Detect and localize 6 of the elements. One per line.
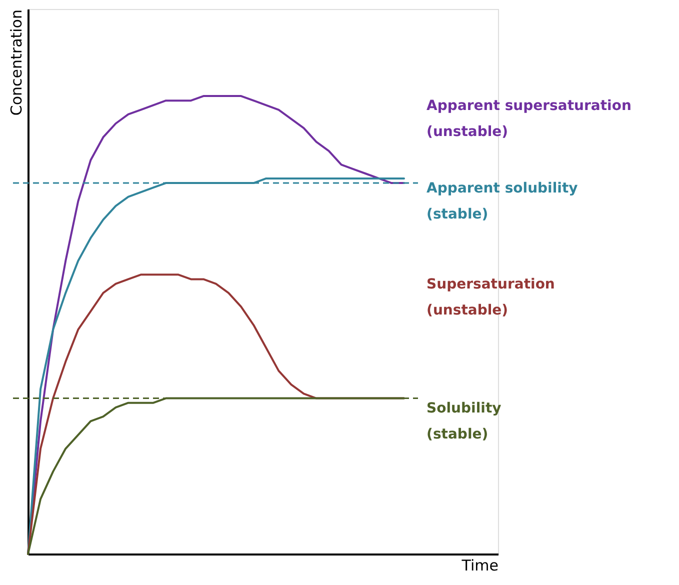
x-axis-title: Time (460, 556, 498, 574)
text: Supersaturation (unstable) (426, 276, 555, 319)
text: Apparent supersaturation (unstable) (426, 98, 632, 140)
y-axis-title: Concentration (8, 10, 26, 116)
series-label: Apparent solubility (stable) (426, 180, 578, 222)
series-label: Solubility (stable) (426, 400, 502, 442)
